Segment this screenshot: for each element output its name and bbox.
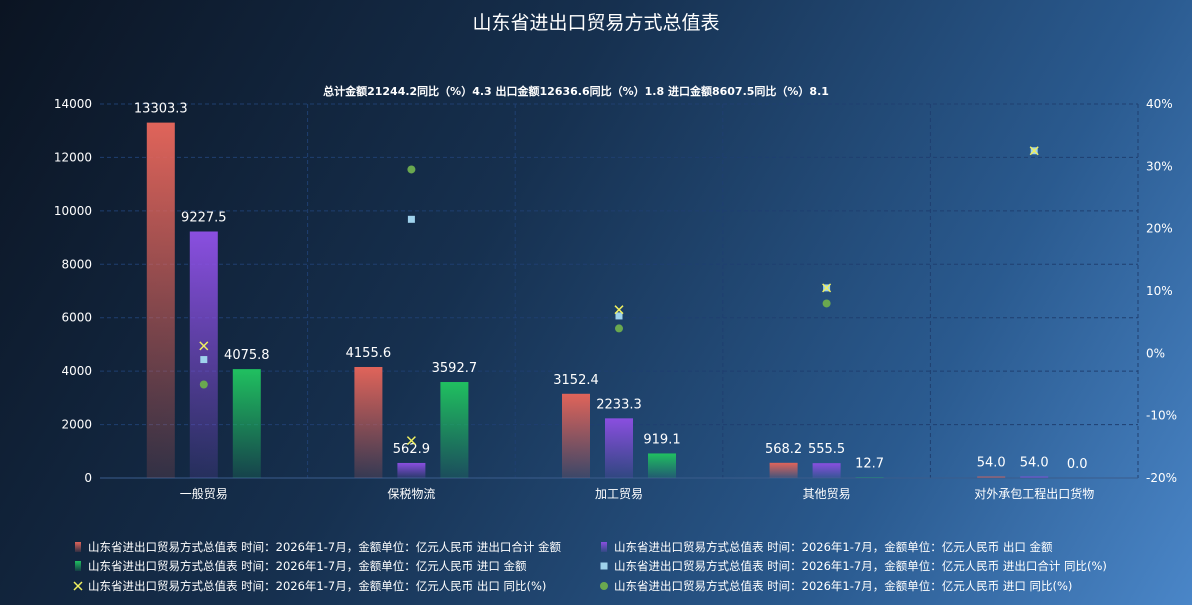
y2-tick-label: 0% bbox=[1146, 346, 1165, 360]
bar-value-label: 54.0 bbox=[977, 456, 1006, 471]
y2-tick-label: 30% bbox=[1146, 159, 1173, 173]
y-tick-label: 10000 bbox=[54, 204, 92, 218]
bar-export[interactable] bbox=[812, 463, 841, 478]
bar-export[interactable] bbox=[605, 418, 633, 478]
marker-total-yoy[interactable] bbox=[407, 215, 415, 223]
legend-item[interactable]: 山东省进出口贸易方式总值表 时间：2026年1-7月，金额单位：亿元人民币 进出… bbox=[75, 540, 562, 554]
grid-lines bbox=[100, 103, 1139, 478]
legend-item[interactable]: 山东省进出口贸易方式总值表 时间：2026年1-7月，金额单位：亿元人民币 进口… bbox=[75, 559, 527, 573]
bar-export[interactable] bbox=[189, 231, 218, 478]
chart-subtitle: 总计金额21244.2同比（%）4.3 出口金额12636.6同比（%）1.8 … bbox=[323, 84, 829, 98]
y-tick-label: 8000 bbox=[61, 257, 92, 271]
data-labels: 13303.3 4155.6 3152.4 568.2 54.0 9227.5 562.9 2… bbox=[134, 102, 1088, 472]
legend-label: 山东省进出口贸易方式总值表 时间：2026年1-7月，金额单位：亿元人民币 进出… bbox=[88, 540, 562, 554]
chart-title: 山东省进出口贸易方式总值表 bbox=[472, 12, 719, 34]
y2-tick-label: 20% bbox=[1146, 222, 1173, 236]
legend-swatch bbox=[75, 542, 81, 552]
y-tick-label: 6000 bbox=[61, 311, 92, 325]
legend-swatch bbox=[600, 562, 608, 570]
marker-import-yoy[interactable] bbox=[407, 165, 416, 174]
y-tick-label: 2000 bbox=[61, 418, 92, 432]
bar-total[interactable] bbox=[562, 393, 590, 478]
marker-export-yoy[interactable] bbox=[822, 283, 832, 293]
bar-export[interactable] bbox=[397, 462, 426, 478]
x-tick-label: 加工贸易 bbox=[595, 487, 643, 501]
bar-import[interactable] bbox=[232, 369, 261, 478]
bar-total[interactable] bbox=[146, 122, 175, 478]
legend-swatch bbox=[73, 581, 83, 591]
yoy-markers bbox=[199, 146, 1039, 446]
legend-swatch bbox=[600, 582, 608, 590]
legend-item[interactable]: 山东省进出口贸易方式总值表 时间：2026年1-7月，金额单位：亿元人民币 进出… bbox=[600, 559, 1107, 573]
legend-item[interactable]: 山东省进出口贸易方式总值表 时间：2026年1-7月，金额单位：亿元人民币 进口… bbox=[600, 579, 1072, 593]
y2-tick-label: -20% bbox=[1146, 471, 1177, 485]
marker-import-yoy[interactable] bbox=[199, 380, 208, 389]
bar-value-label: 0.0 bbox=[1067, 457, 1088, 472]
bar-value-label: 919.1 bbox=[643, 432, 680, 447]
marker-export-yoy[interactable] bbox=[406, 436, 416, 446]
bar-value-label: 4155.6 bbox=[346, 346, 392, 361]
legend-swatch bbox=[75, 561, 81, 571]
legend-label: 山东省进出口贸易方式总值表 时间：2026年1-7月，金额单位：亿元人民币 进口… bbox=[614, 579, 1072, 593]
bar-value-label: 3592.7 bbox=[432, 361, 478, 376]
legend-swatch bbox=[601, 542, 607, 552]
legend-label: 山东省进出口贸易方式总值表 时间：2026年1-7月，金额单位：亿元人民币 进出… bbox=[614, 559, 1107, 573]
bar-export[interactable] bbox=[1020, 476, 1049, 478]
y-tick-label: 4000 bbox=[61, 364, 92, 378]
bar-value-label: 562.9 bbox=[393, 442, 430, 457]
bar-value-label: 12.7 bbox=[855, 457, 884, 472]
bar-value-label: 555.5 bbox=[808, 442, 845, 457]
marker-total-yoy[interactable] bbox=[200, 356, 208, 364]
bar-import[interactable] bbox=[440, 382, 469, 478]
legend-label: 山东省进出口贸易方式总值表 时间：2026年1-7月，金额单位：亿元人民币 进口… bbox=[88, 559, 527, 573]
y-tick-label: 0 bbox=[84, 471, 92, 485]
bar-value-label: 4075.8 bbox=[224, 348, 270, 363]
legend: 山东省进出口贸易方式总值表 时间：2026年1-7月，金额单位：亿元人民币 进出… bbox=[73, 540, 1107, 593]
legend-item[interactable]: 山东省进出口贸易方式总值表 时间：2026年1-7月，金额单位：亿元人民币 出口… bbox=[73, 579, 546, 593]
legend-label: 山东省进出口贸易方式总值表 时间：2026年1-7月，金额单位：亿元人民币 出口… bbox=[614, 540, 1053, 554]
marker-export-yoy[interactable] bbox=[199, 341, 209, 351]
y-tick-label: 14000 bbox=[54, 97, 92, 111]
x-tick-label: 一般贸易 bbox=[180, 486, 228, 501]
marker-total-yoy[interactable] bbox=[615, 312, 623, 320]
y-tick-label: 12000 bbox=[54, 150, 92, 164]
y2-tick-label: -10% bbox=[1146, 409, 1177, 423]
x-tick-label: 其他贸易 bbox=[803, 487, 851, 501]
legend-item[interactable]: 山东省进出口贸易方式总值表 时间：2026年1-7月，金额单位：亿元人民币 出口… bbox=[601, 540, 1053, 554]
bar-value-label: 568.2 bbox=[765, 442, 802, 457]
bar-value-label: 3152.4 bbox=[553, 373, 599, 388]
bar-value-label: 9227.5 bbox=[181, 210, 227, 225]
bars bbox=[146, 122, 1049, 478]
bar-value-label: 13303.3 bbox=[134, 102, 188, 117]
x-tick-label: 保税物流 bbox=[387, 487, 435, 501]
bar-total[interactable] bbox=[977, 476, 1006, 478]
bar-value-label: 54.0 bbox=[1020, 456, 1049, 471]
bar-total[interactable] bbox=[354, 366, 383, 478]
marker-export-yoy[interactable] bbox=[1029, 146, 1039, 156]
bar-import[interactable] bbox=[648, 453, 676, 478]
marker-export-yoy[interactable] bbox=[614, 305, 624, 315]
marker-import-yoy[interactable] bbox=[822, 299, 831, 308]
bar-total[interactable] bbox=[769, 462, 798, 478]
legend-label: 山东省进出口贸易方式总值表 时间：2026年1-7月，金额单位：亿元人民币 出口… bbox=[88, 579, 546, 593]
x-tick-label: 对外承包工程出口货物 bbox=[974, 486, 1094, 501]
y2-tick-label: 10% bbox=[1146, 284, 1173, 298]
marker-import-yoy[interactable] bbox=[615, 324, 623, 333]
bar-value-label: 2233.3 bbox=[596, 397, 642, 412]
y2-tick-label: 40% bbox=[1146, 97, 1173, 111]
